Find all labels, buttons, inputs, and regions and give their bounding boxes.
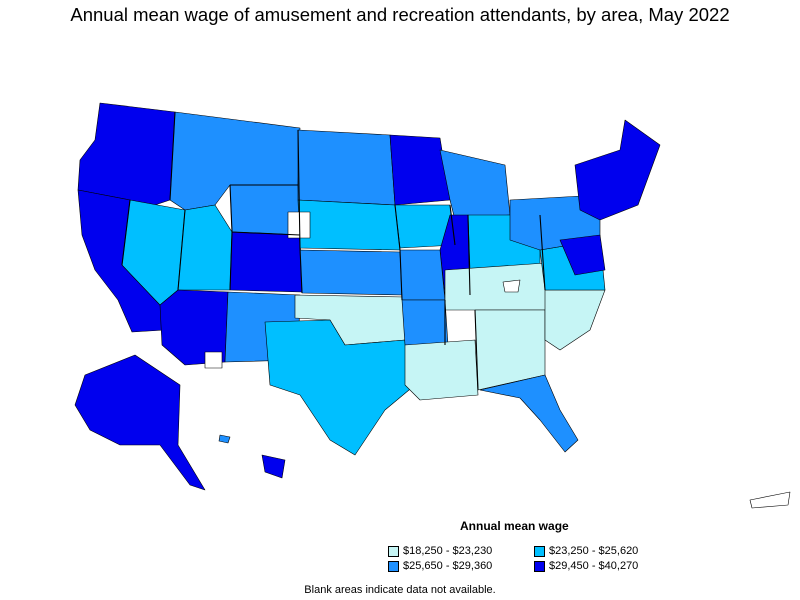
- legend-item-class-1: $18,250 - $23,230: [388, 545, 492, 557]
- region-alaska: [74, 354, 206, 491]
- legend-title: Annual mean wage: [460, 519, 569, 533]
- region-hawaii: [261, 454, 286, 479]
- region-texas: [264, 319, 416, 456]
- legend-swatch-class-3: [388, 560, 399, 572]
- region-louisiana-mississippi: [404, 339, 479, 401]
- region-no-data-nm: [204, 351, 223, 369]
- legend-swatch-class-2: [534, 545, 545, 557]
- legend-item-class-3: $25,650 - $29,360: [388, 560, 492, 572]
- region-maryland-nj: [559, 234, 606, 276]
- legend-label-class-3: $25,650 - $29,360: [403, 560, 493, 572]
- region-pacific-northwest: [77, 102, 176, 206]
- region-florida: [479, 374, 579, 453]
- legend-label-class-1: $18,250 - $23,230: [403, 545, 493, 557]
- legend-item-class-4: $29,450 - $40,270: [534, 560, 638, 572]
- legend-label-class-4: $29,450 - $40,270: [549, 560, 639, 572]
- legend-item-class-2: $23,250 - $25,620: [534, 545, 638, 557]
- region-puerto-rico: [749, 491, 791, 509]
- region-hawaii-west: [218, 434, 231, 444]
- region-dakotas: [297, 129, 396, 206]
- region-no-data-wyoming: [287, 211, 311, 239]
- legend-swatch-class-1: [388, 545, 399, 557]
- region-new-england: [574, 119, 661, 221]
- region-utah: [177, 204, 233, 291]
- region-no-data-kentucky: [502, 279, 521, 293]
- region-missouri: [399, 249, 446, 301]
- region-kansas: [299, 249, 403, 296]
- legend-swatch-class-4: [534, 560, 545, 572]
- map-title: Annual mean wage of amusement and recrea…: [70, 4, 730, 25]
- region-carolinas: [544, 289, 606, 351]
- region-arkansas: [401, 299, 449, 346]
- legend-label-class-2: $23,250 - $25,620: [549, 545, 639, 557]
- blank-areas-note: Blank areas indicate data not available.: [304, 584, 496, 596]
- region-minnesota: [389, 134, 451, 206]
- state-borders: [121, 111, 546, 391]
- region-colorado: [229, 231, 303, 293]
- region-nebraska: [297, 199, 401, 251]
